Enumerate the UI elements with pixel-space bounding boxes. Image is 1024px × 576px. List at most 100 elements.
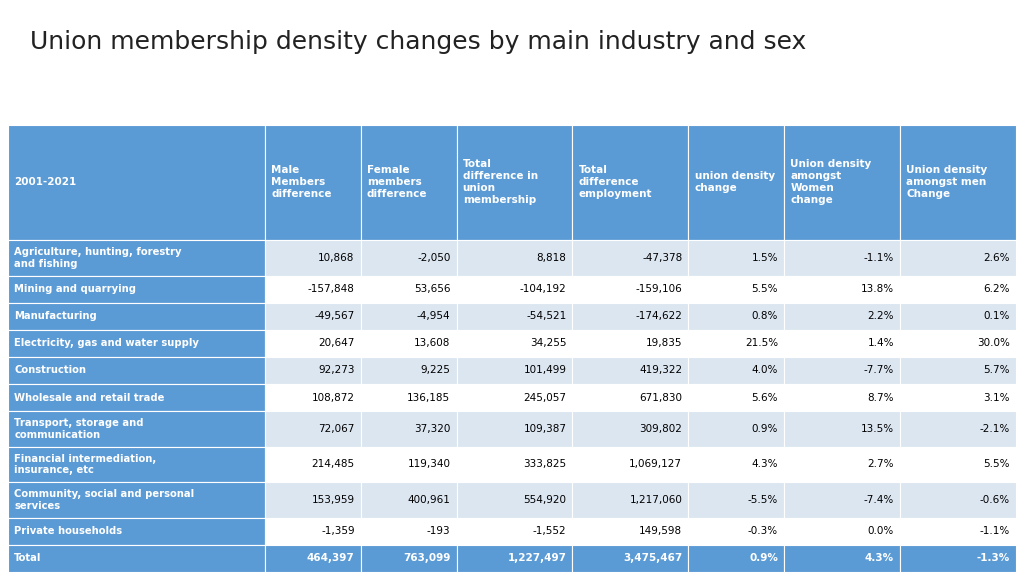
Bar [265, 302, 360, 330]
Bar [688, 275, 784, 302]
Text: -7.4%: -7.4% [863, 495, 894, 505]
Text: 109,387: 109,387 [523, 424, 566, 434]
Text: 1,217,060: 1,217,060 [630, 495, 682, 505]
Text: 13.5%: 13.5% [861, 424, 894, 434]
Bar [8, 330, 265, 357]
Text: -1.1%: -1.1% [980, 526, 1010, 536]
Bar [360, 357, 457, 384]
Text: 0.9%: 0.9% [752, 424, 778, 434]
Text: 0.1%: 0.1% [983, 311, 1010, 321]
Bar [572, 411, 688, 446]
Text: 10,868: 10,868 [318, 253, 354, 263]
Bar [900, 357, 1016, 384]
Text: -1.3%: -1.3% [977, 554, 1010, 563]
Bar [8, 357, 265, 384]
Text: 554,920: 554,920 [523, 495, 566, 505]
Bar [8, 240, 265, 275]
Bar [265, 384, 360, 411]
Text: Mining and quarrying: Mining and quarrying [14, 284, 136, 294]
Text: 2.2%: 2.2% [867, 311, 894, 321]
Text: Union density
amongst
Women
change: Union density amongst Women change [791, 160, 871, 206]
Bar [688, 482, 784, 518]
Text: 72,067: 72,067 [318, 424, 354, 434]
Bar [784, 411, 900, 446]
Text: Agriculture, hunting, forestry
and fishing: Agriculture, hunting, forestry and fishi… [14, 247, 181, 268]
Bar [572, 482, 688, 518]
Text: -2,050: -2,050 [417, 253, 451, 263]
Bar [265, 482, 360, 518]
Text: 4.3%: 4.3% [865, 554, 894, 563]
Bar [457, 240, 572, 275]
Text: 119,340: 119,340 [408, 460, 451, 469]
Bar [688, 545, 784, 572]
Bar [900, 125, 1016, 240]
Bar [784, 240, 900, 275]
Text: -157,848: -157,848 [308, 284, 354, 294]
Bar [572, 384, 688, 411]
Bar [784, 545, 900, 572]
Bar [900, 330, 1016, 357]
Text: 0.0%: 0.0% [867, 526, 894, 536]
Bar [265, 357, 360, 384]
Text: union density
change: union density change [694, 172, 775, 194]
Text: Total
difference
employment: Total difference employment [579, 165, 652, 199]
Bar [8, 275, 265, 302]
Bar [265, 275, 360, 302]
Text: 0.8%: 0.8% [752, 311, 778, 321]
Text: -1,552: -1,552 [532, 526, 566, 536]
Text: 149,598: 149,598 [639, 526, 682, 536]
Text: 400,961: 400,961 [408, 495, 451, 505]
Bar [8, 125, 265, 240]
Bar [457, 330, 572, 357]
Text: 763,099: 763,099 [403, 554, 451, 563]
Text: -4,954: -4,954 [417, 311, 451, 321]
Text: 21.5%: 21.5% [744, 338, 778, 348]
Text: 419,322: 419,322 [639, 365, 682, 376]
Bar [457, 545, 572, 572]
Text: Private households: Private households [14, 526, 122, 536]
Text: 4.0%: 4.0% [752, 365, 778, 376]
Bar [265, 446, 360, 482]
Bar [900, 545, 1016, 572]
Bar [572, 275, 688, 302]
Bar [360, 411, 457, 446]
Bar [900, 302, 1016, 330]
Text: 6.2%: 6.2% [983, 284, 1010, 294]
Text: 1,227,497: 1,227,497 [507, 554, 566, 563]
Bar [8, 545, 265, 572]
Bar [265, 518, 360, 545]
Bar [572, 357, 688, 384]
Bar [457, 411, 572, 446]
Text: 671,830: 671,830 [639, 393, 682, 403]
Bar [572, 240, 688, 275]
Bar [900, 446, 1016, 482]
Bar [784, 518, 900, 545]
Text: 53,656: 53,656 [414, 284, 451, 294]
Text: -174,622: -174,622 [635, 311, 682, 321]
Text: Male
Members
difference: Male Members difference [271, 165, 332, 199]
Text: -5.5%: -5.5% [748, 495, 778, 505]
Text: Community, social and personal
services: Community, social and personal services [14, 489, 195, 511]
Text: Total
difference in
union
membership: Total difference in union membership [463, 160, 538, 206]
Text: Total: Total [14, 554, 42, 563]
Bar [572, 330, 688, 357]
Text: 245,057: 245,057 [523, 393, 566, 403]
Text: 0.9%: 0.9% [750, 554, 778, 563]
Text: 2.6%: 2.6% [983, 253, 1010, 263]
Text: 8.7%: 8.7% [867, 393, 894, 403]
Text: -0.3%: -0.3% [748, 526, 778, 536]
Bar [360, 482, 457, 518]
Text: 1.4%: 1.4% [867, 338, 894, 348]
Bar [784, 330, 900, 357]
Text: 2001-2021: 2001-2021 [14, 177, 77, 188]
Bar [572, 518, 688, 545]
Text: 37,320: 37,320 [414, 424, 451, 434]
Text: -1.1%: -1.1% [863, 253, 894, 263]
Text: -1,359: -1,359 [322, 526, 354, 536]
Bar [360, 545, 457, 572]
Bar [8, 302, 265, 330]
Text: 1,069,127: 1,069,127 [630, 460, 682, 469]
Bar [8, 411, 265, 446]
Text: -0.6%: -0.6% [980, 495, 1010, 505]
Bar [457, 518, 572, 545]
